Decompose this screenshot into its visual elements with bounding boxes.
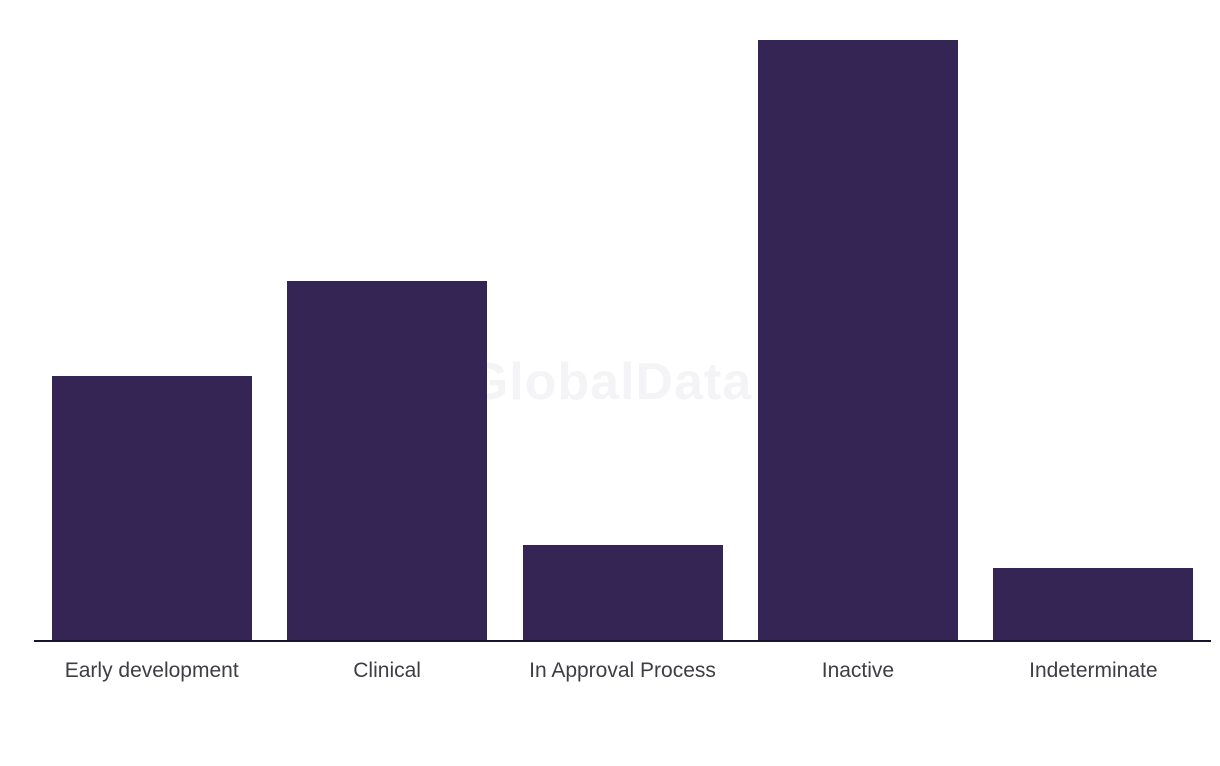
plot-area (34, 0, 1211, 642)
bar-inactive[interactable] (757, 40, 958, 640)
category-label-in-approval-process: In Approval Process (529, 659, 716, 682)
label-slot-clinical: Clinical (269, 656, 504, 686)
bar-slot-indeterminate (976, 0, 1211, 640)
bar-slot-early-development (34, 0, 269, 640)
bar-clinical[interactable] (287, 281, 488, 640)
bar-slot-inactive (740, 0, 975, 640)
category-label-early-development: Early development (64, 659, 239, 682)
label-slot-indeterminate: Indeterminate (976, 656, 1211, 686)
bar-early-development[interactable] (51, 376, 252, 640)
category-label-clinical: Clinical (353, 659, 421, 682)
bar-slot-clinical (269, 0, 504, 640)
category-label-inactive: Inactive (821, 659, 895, 682)
x-axis-labels: Early development Clinical In Approval Pro… (34, 656, 1211, 686)
bar-slot-in-approval-process (505, 0, 740, 640)
category-label-indeterminate: Indeterminate (1029, 659, 1158, 682)
label-slot-inactive: Inactive (740, 656, 975, 686)
bar-in-approval-process[interactable] (522, 545, 723, 640)
label-slot-early-development: Early development (34, 656, 269, 686)
label-slot-in-approval-process: In Approval Process (505, 656, 740, 686)
bar-indeterminate[interactable] (993, 568, 1194, 640)
